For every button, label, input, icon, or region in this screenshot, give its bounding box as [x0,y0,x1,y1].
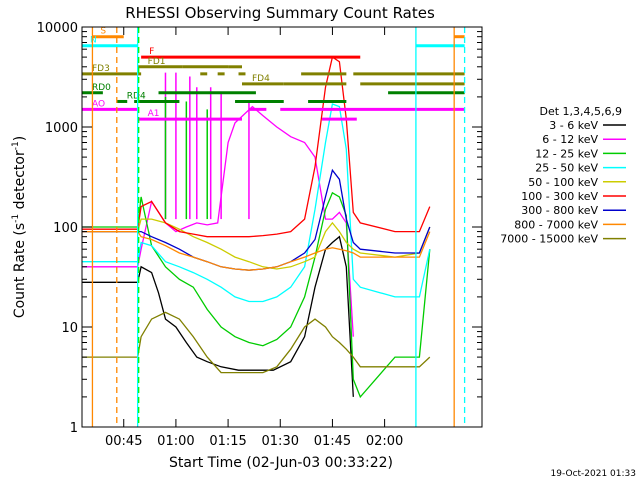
y-axis-label-mid: detector [12,150,28,214]
data-series [82,56,431,399]
y-axis-label: Count Rate (s-1 detector-1) [11,136,28,318]
footer-date: 19-Oct-2021 01:33 [551,469,636,479]
chart-title: RHESSI Observing Summary Count Rates [125,4,435,22]
axes: 00:45 01:00 01:15 01:30 01:45 02:00 1 10 100 1000… [37,21,482,449]
legend-label-1: 6 - 12 keV [542,133,598,146]
series-line-8 [82,311,431,374]
flag-label-FD4: FD4 [252,74,270,84]
series-line-0 [82,235,354,397]
series-line-2 [82,191,431,399]
y-tick-label-2: 100 [53,221,78,236]
x-tick-label-5: 02:00 [366,434,403,449]
flag-label-A1: A1 [148,109,160,119]
flag-label-FD3: FD3 [92,64,110,74]
x-tick-label-0: 00:45 [105,434,142,449]
legend-label-0: 3 - 6 keV [549,119,598,132]
y-axis-label-main: Count Rate (s [12,223,28,318]
flag-label-AO: AO [92,99,105,109]
y-axis-label-sup1: -1 [11,214,21,223]
legend-label-7: 800 - 7000 keV [514,218,598,231]
series-line-3 [82,103,431,303]
legend-label-3: 25 - 50 keV [535,162,598,175]
series-line-5 [82,56,431,238]
series-line-7 [82,230,431,271]
flag-label-N: N [90,36,97,46]
x-tick-label-2: 01:15 [209,434,246,449]
flag-label-F: F [149,47,154,57]
flag-label-FD1: FD1 [148,57,166,67]
y-axis-label-end: ) [12,136,28,141]
flag-label-RD4: RD4 [127,91,146,101]
x-tick-label-4: 01:45 [314,434,351,449]
y-tick-label-3: 1000 [45,121,78,136]
boundary-lines [91,27,466,427]
legend-label-5: 100 - 300 keV [521,190,598,203]
x-axis-label: Start Time (02-Jun-03 00:33:22) [169,455,393,471]
y-axis-label-sup2: -1 [11,141,21,150]
y-tick-label-4: 10000 [37,21,78,36]
x-tick-label-1: 01:00 [157,434,194,449]
x-tick-label-3: 01:30 [262,434,299,449]
flag-label-RD0: RD0 [92,83,111,93]
y-tick-label-0: 1 [70,421,78,436]
y-tick-label-1: 10 [61,321,78,336]
legend-label-8: 7000 - 15000 keV [500,233,598,246]
flag-label-S: S [100,27,106,37]
legend-label-4: 50 - 100 keV [528,176,598,189]
legend-label-6: 300 - 800 keV [521,204,598,217]
legend-label-2: 12 - 25 keV [535,147,598,160]
legend-header: Det 1,3,4,5,6,9 [539,105,622,118]
